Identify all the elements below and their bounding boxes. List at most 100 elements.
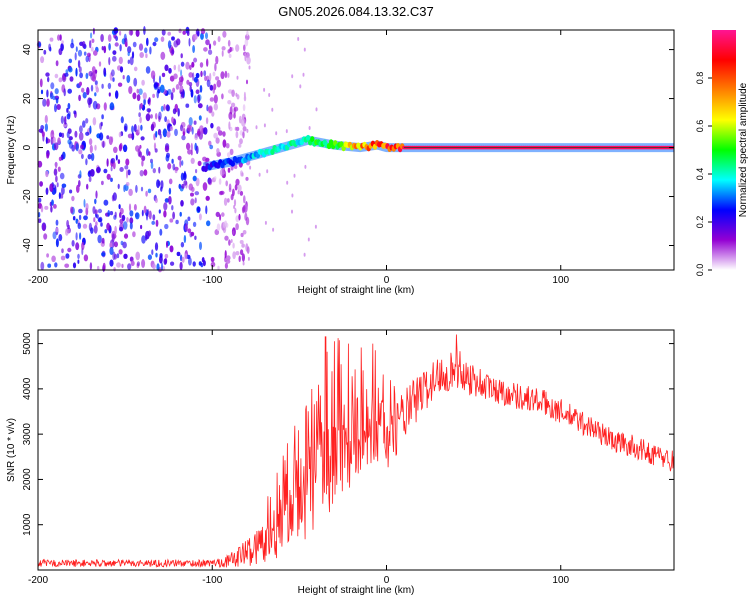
noise-speck <box>242 126 247 132</box>
noise-speck <box>119 44 122 52</box>
noise-speck <box>131 125 134 134</box>
noise-speck <box>119 226 123 232</box>
noise-speck <box>58 192 62 200</box>
noise-speck <box>126 217 129 223</box>
noise-speck <box>111 233 115 243</box>
noise-speck <box>100 222 103 227</box>
noise-speck <box>78 66 82 73</box>
noise-speck <box>123 253 128 259</box>
noise-speck <box>49 37 54 42</box>
noise-speck <box>114 42 119 47</box>
colorbar-tick-label: 0.4 <box>695 168 705 181</box>
noise-speck <box>154 113 158 120</box>
noise-speck <box>164 198 170 203</box>
noise-speck <box>81 87 85 93</box>
noise-speck <box>132 41 137 48</box>
noise-speck <box>197 103 203 109</box>
noise-speck <box>176 38 181 46</box>
noise-speck <box>243 195 246 204</box>
noise-speck <box>113 241 118 248</box>
noise-speck <box>207 178 213 186</box>
noise-speck <box>190 157 195 164</box>
noise-speck <box>193 95 197 104</box>
noise-speck <box>46 98 50 107</box>
noise-speck <box>136 88 140 94</box>
noise-speck <box>217 130 223 136</box>
noise-speck <box>104 229 108 234</box>
noise-speck <box>95 190 98 199</box>
noise-speck <box>208 49 213 55</box>
noise-speck <box>77 259 80 264</box>
noise-speck <box>197 31 200 37</box>
noise-speck <box>239 190 244 196</box>
y-tick-label: -20 <box>22 189 33 204</box>
noise-speck <box>199 62 204 68</box>
noise-speck <box>216 223 221 231</box>
noise-speck <box>200 70 203 77</box>
noise-speck <box>120 116 124 124</box>
noise-speck <box>235 251 240 256</box>
noise-speck <box>109 242 113 249</box>
noise-speck <box>77 60 81 68</box>
noise-speck <box>75 218 79 224</box>
noise-speck <box>177 155 182 161</box>
noise-speck <box>87 154 92 160</box>
noise-speck <box>240 232 244 238</box>
noise-speck <box>68 58 73 64</box>
noise-speck <box>135 145 140 152</box>
noise-speck <box>60 255 66 261</box>
noise-speck <box>156 263 160 271</box>
noise-speck <box>52 184 57 190</box>
noise-speck <box>143 169 148 176</box>
noise-speck <box>121 263 124 268</box>
noise-speck <box>177 108 180 117</box>
noise-speck <box>101 46 105 51</box>
noise-speck <box>215 55 219 65</box>
noise-speck <box>198 213 202 221</box>
noise-speck <box>202 182 208 191</box>
noise-speck <box>209 72 212 82</box>
noise-speck <box>245 176 249 181</box>
noise-speck <box>213 83 217 91</box>
noise-speck <box>188 37 191 47</box>
noise-speck <box>129 210 134 217</box>
noise-speck <box>160 105 164 112</box>
noise-speck <box>192 72 195 82</box>
noise-speck <box>83 51 87 56</box>
noise-speck <box>101 237 105 244</box>
noise-speck <box>37 160 43 168</box>
noise-speck <box>129 217 134 224</box>
noise-speck <box>241 253 245 262</box>
noise-speck <box>112 55 117 62</box>
noise-speck <box>61 40 64 45</box>
noise-speck <box>172 108 177 115</box>
noise-speck <box>93 50 98 56</box>
noise-speck <box>187 124 191 132</box>
noise-speck <box>154 37 159 43</box>
noise-speck <box>96 214 99 219</box>
noise-speck <box>194 191 200 196</box>
noise-speck <box>69 189 73 194</box>
noise-speck <box>158 111 162 121</box>
noise-speck <box>88 54 91 63</box>
noise-speck <box>171 49 175 55</box>
noise-speck <box>42 224 46 232</box>
noise-speck <box>52 231 57 240</box>
noise-speck <box>85 118 89 124</box>
spectrogram-frame <box>37 29 675 271</box>
noise-speck <box>54 73 59 79</box>
noise-speck <box>136 94 141 102</box>
figure-title: GN05.2026.084.13.32.C37 <box>278 4 433 19</box>
noise-speck <box>88 70 93 77</box>
noise-speck <box>119 30 122 36</box>
noise-speck <box>271 107 274 112</box>
noise-speck <box>153 81 159 90</box>
noise-speck <box>229 148 234 156</box>
noise-speck <box>170 92 174 101</box>
noise-speck <box>156 179 160 189</box>
noise-speck <box>145 234 148 241</box>
noise-speck <box>48 43 51 51</box>
noise-speck <box>66 113 71 120</box>
noise-speck <box>227 72 230 78</box>
